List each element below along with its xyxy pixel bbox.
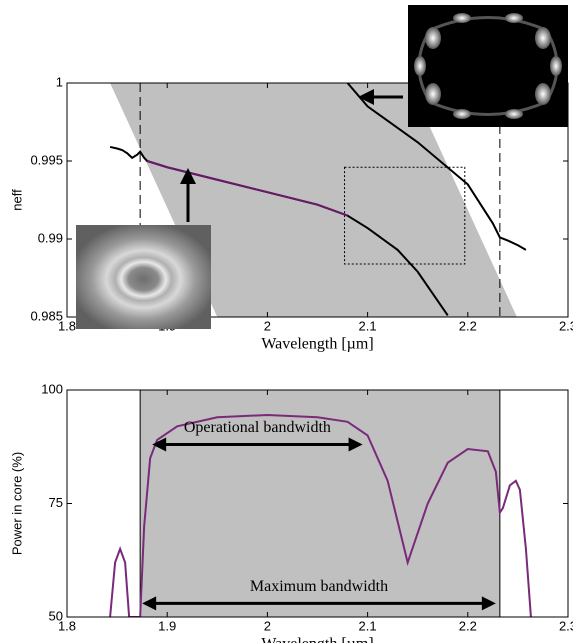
mode-inset — [408, 5, 568, 127]
y-tick-label: 0.99 — [38, 230, 63, 245]
x-axis-label: Wavelength [µm] — [261, 636, 373, 643]
x-tick-label: 2 — [264, 318, 271, 333]
y-tick-label: 50 — [49, 608, 63, 623]
y-axis-label: neff — [9, 189, 24, 211]
x-tick-label: 1.9 — [158, 618, 176, 633]
y-tick-label: 75 — [49, 495, 63, 510]
x-tick-label: 2.3 — [559, 618, 573, 633]
x-tick-label: 2.1 — [359, 618, 377, 633]
y-tick-label: 0.995 — [30, 152, 63, 167]
x-tick-label: 2.1 — [359, 318, 377, 333]
annotation: Maximum bandwidth — [250, 578, 388, 595]
x-tick-label: 2.2 — [459, 618, 477, 633]
y-tick-label: 0.985 — [30, 308, 63, 323]
mode-inset — [76, 225, 211, 329]
y-tick-label: 100 — [41, 381, 63, 396]
page: {"chart_data": [ {"type": "line", "x_lab… — [0, 0, 573, 643]
x-tick-label: 2 — [264, 618, 271, 633]
x-tick-label: 2.3 — [559, 318, 573, 333]
figure: 1.81.922.12.22.30.9850.990.9951Wavelengt… — [0, 0, 573, 643]
x-tick-label: 2.2 — [459, 318, 477, 333]
y-axis-label: Power in core (%) — [9, 452, 24, 555]
x-axis-label: Wavelength [µm] — [261, 336, 373, 353]
y-tick-label: 1 — [56, 74, 63, 89]
annotation: Operational bandwidth — [184, 419, 331, 436]
